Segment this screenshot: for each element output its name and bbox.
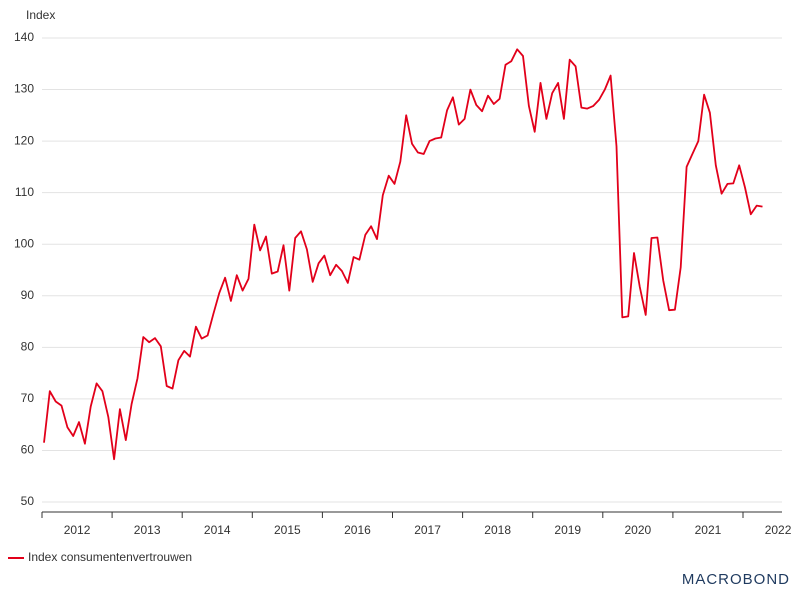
x-tick-label: 2019 (554, 523, 581, 537)
x-tick-label: 2021 (695, 523, 722, 537)
y-tick-label: 110 (15, 185, 34, 199)
data-line (43, 48, 763, 461)
y-tick-label: 130 (14, 82, 34, 96)
y-axis-label: Index (26, 8, 55, 22)
y-tick-label: 90 (21, 288, 35, 302)
y-tick-label: 100 (14, 236, 34, 250)
y-tick-label: 60 (21, 443, 35, 457)
x-tick-label: 2013 (134, 523, 161, 537)
x-tick-label: 2016 (344, 523, 371, 537)
y-tick-label: 70 (21, 391, 35, 405)
x-tick-label: 2014 (204, 523, 231, 537)
y-tick-label: 140 (14, 30, 34, 44)
x-tick-label: 2017 (414, 523, 441, 537)
x-tick-label: 2022 (765, 523, 792, 537)
x-tick-label: 2012 (64, 523, 91, 537)
x-tick-label: 2020 (624, 523, 651, 537)
branding: MACROBOND (682, 571, 790, 588)
legend-label: Index consumentenvertrouwen (28, 550, 192, 564)
y-tick-label: 120 (14, 133, 34, 147)
y-tick-label: 50 (21, 494, 35, 508)
x-tick-label: 2015 (274, 523, 301, 537)
x-tick-label: 2018 (484, 523, 511, 537)
y-tick-label: 80 (21, 340, 35, 354)
